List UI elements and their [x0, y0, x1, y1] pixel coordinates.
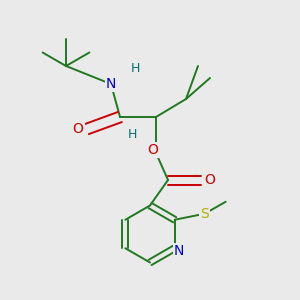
Text: O: O [148, 143, 158, 157]
Text: N: N [174, 244, 184, 258]
Text: H: H [127, 128, 137, 142]
Text: S: S [200, 207, 209, 221]
Text: H: H [130, 62, 140, 76]
Text: O: O [73, 122, 83, 136]
Text: N: N [106, 77, 116, 91]
Text: O: O [205, 173, 215, 187]
